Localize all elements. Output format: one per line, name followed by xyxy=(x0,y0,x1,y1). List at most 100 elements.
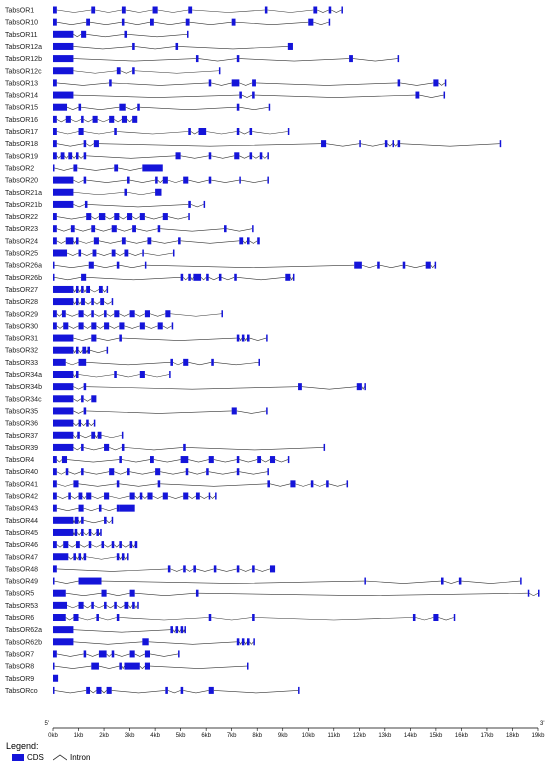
intron-line xyxy=(188,362,212,366)
cds-exon xyxy=(111,298,114,306)
cds-exon xyxy=(193,565,196,573)
intron-line xyxy=(134,46,176,50)
gene-row: TabsOR23 xyxy=(5,225,254,233)
intron-line xyxy=(235,21,309,25)
intron-line xyxy=(56,82,110,86)
cds-exon xyxy=(249,152,253,160)
intron-line xyxy=(73,447,82,451)
cds-exon xyxy=(308,18,314,26)
intron-line xyxy=(260,459,271,463)
cds-exon xyxy=(259,152,263,160)
intron-line xyxy=(74,228,92,232)
cds-exon xyxy=(104,601,107,609)
intron-line xyxy=(405,264,426,268)
cds-exon xyxy=(53,273,55,281)
gene-row: TabsOR62a xyxy=(5,626,186,634)
intron-line xyxy=(295,483,311,487)
cds-exon xyxy=(86,492,92,500)
intron-line xyxy=(101,580,365,584)
intron-line xyxy=(211,617,253,621)
cds-exon xyxy=(53,79,57,87)
intron-line xyxy=(114,119,123,123)
cds-exon xyxy=(162,176,168,184)
cds-exon xyxy=(81,285,84,293)
cds-exon xyxy=(92,249,97,257)
cds-exon xyxy=(239,176,241,184)
gene-label: TabsOR42 xyxy=(5,494,38,501)
cds-exon xyxy=(78,358,87,366)
intron-line xyxy=(86,179,128,183)
intron-line xyxy=(86,34,125,38)
intron-line xyxy=(73,240,77,245)
cds-exon xyxy=(53,431,74,439)
intron-line xyxy=(73,34,82,38)
cds-exon xyxy=(195,55,199,63)
intron-line xyxy=(73,386,84,390)
gene-row: TabsOR12c xyxy=(5,67,221,75)
cds-exon xyxy=(231,407,237,415)
intron-line xyxy=(172,362,184,366)
cds-exon xyxy=(139,492,143,500)
cds-exon xyxy=(63,322,69,330)
intron-line xyxy=(65,362,79,366)
intron-line xyxy=(73,337,92,341)
cds-exon xyxy=(53,480,57,488)
axis-tick-label: 5kb xyxy=(176,733,186,739)
gene-row: TabsOR34b xyxy=(5,383,366,391)
intron-line xyxy=(101,434,122,439)
cds-exon xyxy=(114,128,117,135)
cds-exon xyxy=(81,528,84,536)
cds-exon xyxy=(101,589,107,597)
cds-exon xyxy=(127,468,130,476)
cds-exon xyxy=(129,589,135,597)
intron-line xyxy=(80,556,84,560)
cds-exon xyxy=(81,30,87,38)
intron-line xyxy=(83,398,92,402)
intron-line xyxy=(73,410,84,414)
intron-line xyxy=(142,495,148,499)
intron-line xyxy=(88,422,95,427)
intron-line xyxy=(73,94,240,98)
intron-line xyxy=(54,665,92,669)
intron-line xyxy=(352,58,398,62)
intron-line xyxy=(114,471,128,475)
intron-line xyxy=(379,264,403,268)
intron-line xyxy=(134,605,138,609)
cds-exon xyxy=(341,6,343,14)
cds-exon xyxy=(109,115,115,123)
cds-exon xyxy=(114,164,119,172)
intron-line xyxy=(68,544,77,548)
intron-line xyxy=(97,119,110,123)
intron-line xyxy=(236,277,286,281)
gene-row: TabsOR14 xyxy=(5,91,446,100)
axis-tick-label: 7kb xyxy=(227,733,237,739)
axis-tick-label: 13kb xyxy=(378,733,392,739)
intron-line xyxy=(78,289,82,293)
gene-row: TabsOR22 xyxy=(5,213,190,221)
intron-line xyxy=(149,313,166,317)
intron-line xyxy=(77,167,115,171)
gene-label: TabsOR21a xyxy=(5,190,42,197)
gene-row: TabsOR15 xyxy=(5,103,271,112)
intron-line xyxy=(89,289,100,293)
cds-exon xyxy=(356,383,362,391)
cds-exon xyxy=(121,237,126,245)
gene-label: TabsOR36 xyxy=(5,421,38,428)
intron-line xyxy=(443,580,459,584)
intron-line xyxy=(103,301,112,305)
cds-exon xyxy=(267,176,269,184)
intron-line xyxy=(54,264,89,268)
cds-exon xyxy=(111,650,115,658)
cds-exon xyxy=(188,200,191,208)
gene-row: TabsOR48 xyxy=(5,565,276,573)
cds-exon xyxy=(224,225,227,233)
cds-exon xyxy=(53,516,74,524)
cds-exon xyxy=(86,285,91,293)
intron-line xyxy=(106,313,115,317)
intron-line xyxy=(73,179,84,183)
gene-row: TabsOR42 xyxy=(5,492,217,501)
intron-line xyxy=(146,264,355,268)
cds-exon xyxy=(252,225,254,233)
intron-line xyxy=(56,131,79,135)
intron-line xyxy=(121,665,125,670)
